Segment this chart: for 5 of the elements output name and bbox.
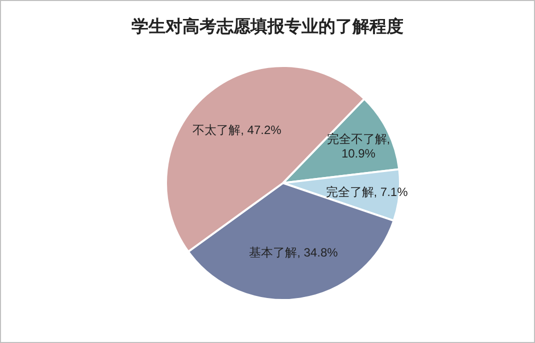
chart-title: 学生对高考志愿填报专业的了解程度 (132, 17, 404, 37)
slice-label: 基本了解, 34.8% (249, 246, 338, 260)
slice-label: 不太了解, 47.2% (192, 123, 282, 138)
slice-label: 完全了解, 7.1% (326, 185, 408, 200)
slice-label: 完全不了解, 10.9% (326, 132, 390, 161)
